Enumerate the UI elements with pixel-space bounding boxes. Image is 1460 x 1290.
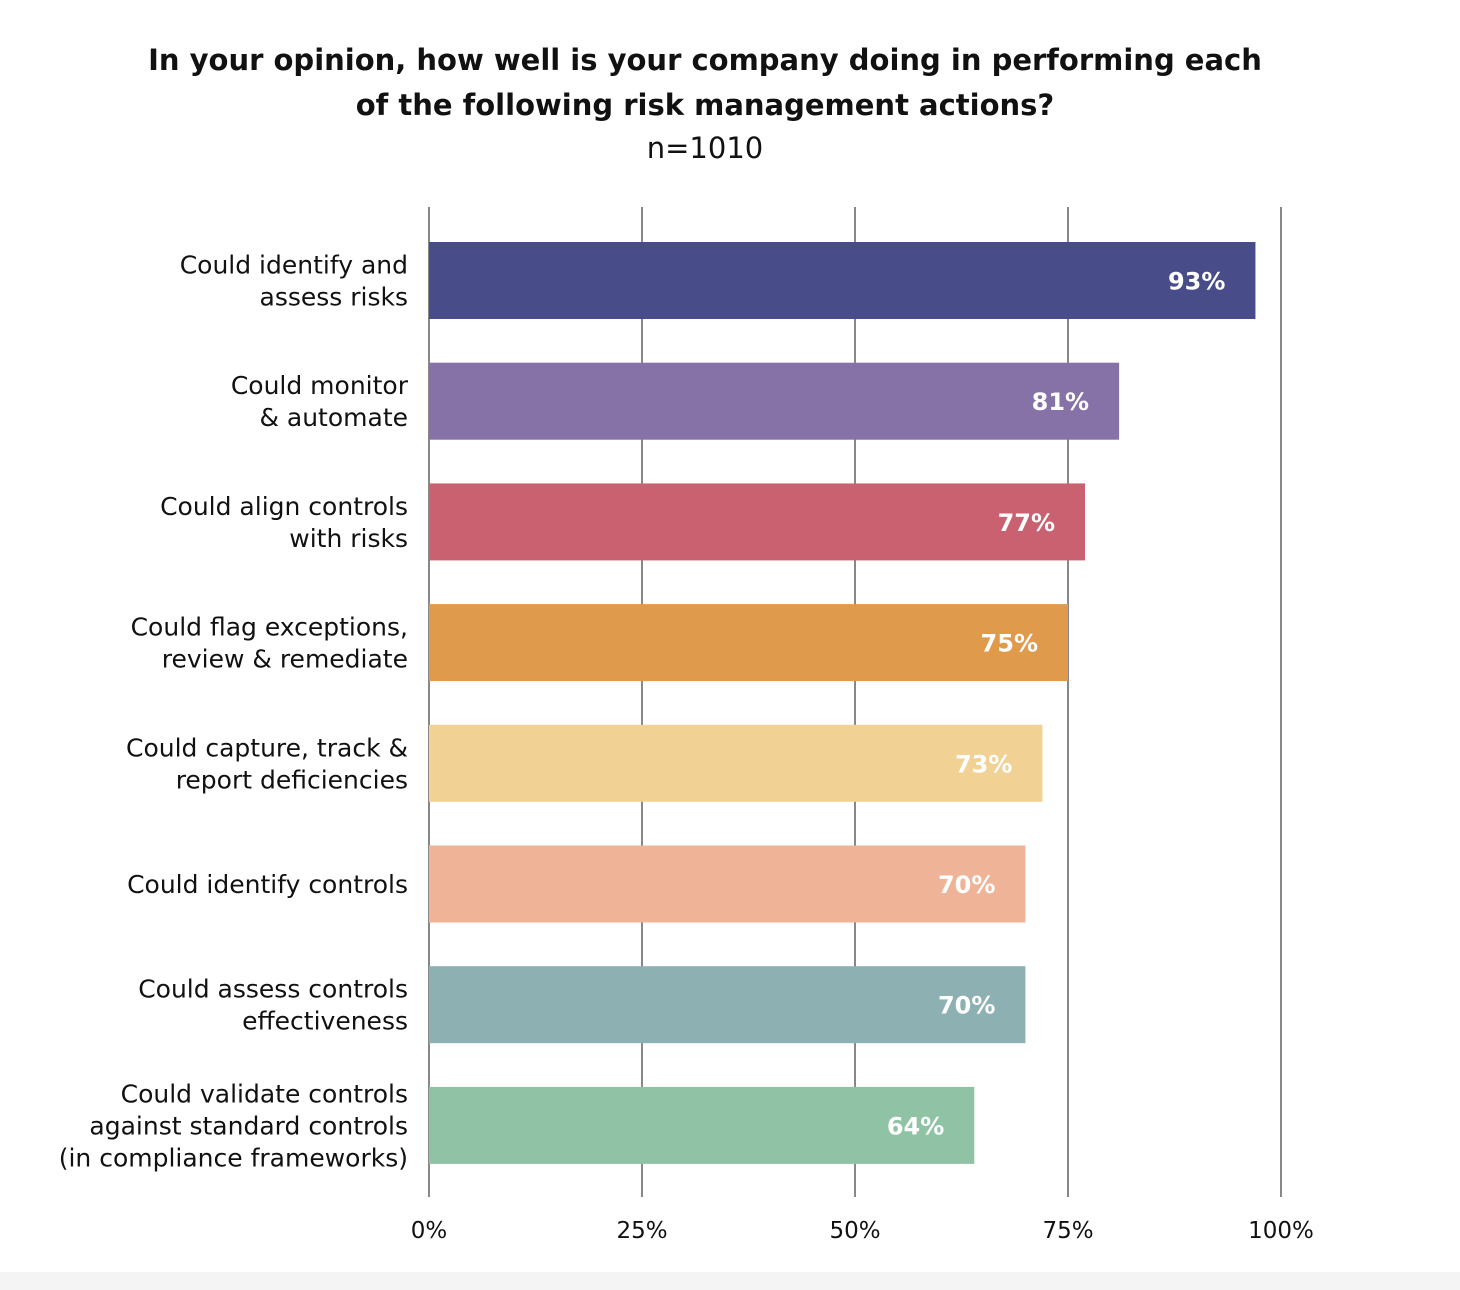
bar-value-label: 81% (1032, 388, 1089, 416)
bar-value-label: 70% (938, 871, 995, 899)
category-label-line: effectiveness (242, 1007, 408, 1036)
chart-subtitle: n=1010 (646, 131, 764, 165)
x-axis-ticks: 0% 25% 50% 75% 100% (411, 1218, 1314, 1244)
category-label: Could identify controls (127, 870, 408, 899)
category-label-line: Could flag exceptions, (131, 613, 408, 642)
category-label-line: Could validate controls (121, 1079, 408, 1108)
bar (429, 604, 1068, 682)
category-label-line: Could align controls (160, 492, 408, 521)
category-label-line: Could capture, track & (126, 733, 408, 762)
category-label: Could capture, track & report deficiencie… (126, 733, 408, 794)
bar (429, 1086, 975, 1164)
chart-title: In your opinion, how well is your compan… (148, 43, 1262, 122)
category-label-line: report deficiencies (176, 765, 408, 794)
bar-value-label: 75% (981, 630, 1038, 658)
x-tick-label: 25% (616, 1218, 667, 1244)
x-tick-label: 50% (829, 1218, 880, 1244)
x-tick-label: 100% (1248, 1218, 1314, 1244)
category-label-line: with risks (289, 524, 408, 553)
category-label: Could validate controls against standard … (59, 1079, 408, 1172)
bar-value-label: 73% (955, 750, 1012, 778)
bar-value-label: 77% (998, 509, 1055, 537)
bars: 93% 81% 77% 75% 73% 70% 70% 64% (429, 242, 1256, 1164)
bar (429, 966, 1026, 1044)
bar-value-label: 93% (1168, 268, 1225, 296)
category-label-line: Could monitor (231, 371, 409, 400)
category-label-line: Could identify and (180, 251, 408, 280)
category-label: Could assess controls effectiveness (138, 975, 408, 1036)
bar-value-label: 64% (887, 1112, 944, 1140)
category-labels: Could identify and assess risks Could moni… (59, 251, 409, 1173)
category-label-line: & automate (259, 403, 408, 432)
category-label: Could identify and assess risks (180, 251, 408, 312)
bar (429, 845, 1026, 923)
category-label-line: assess risks (260, 283, 409, 312)
x-tick-label: 75% (1042, 1218, 1093, 1244)
category-label-line: Could assess controls (138, 975, 408, 1004)
bar (429, 483, 1086, 561)
category-label: Could monitor & automate (231, 371, 409, 432)
bottom-strip (0, 1272, 1460, 1290)
category-label-line: Could identify controls (127, 870, 408, 899)
bar (429, 724, 1043, 802)
category-label-line: against standard controls (89, 1111, 408, 1140)
x-tick-label: 0% (411, 1218, 448, 1244)
category-label-line: (in compliance frameworks) (59, 1143, 408, 1172)
gridlines (428, 207, 1282, 1197)
category-label: Could align controls with risks (160, 492, 408, 553)
bar (429, 362, 1120, 440)
category-label-line: review & remediate (162, 645, 408, 674)
category-label: Could flag exceptions, review & remediate (131, 613, 408, 674)
bar (429, 242, 1256, 319)
bar-value-label: 70% (938, 992, 995, 1020)
